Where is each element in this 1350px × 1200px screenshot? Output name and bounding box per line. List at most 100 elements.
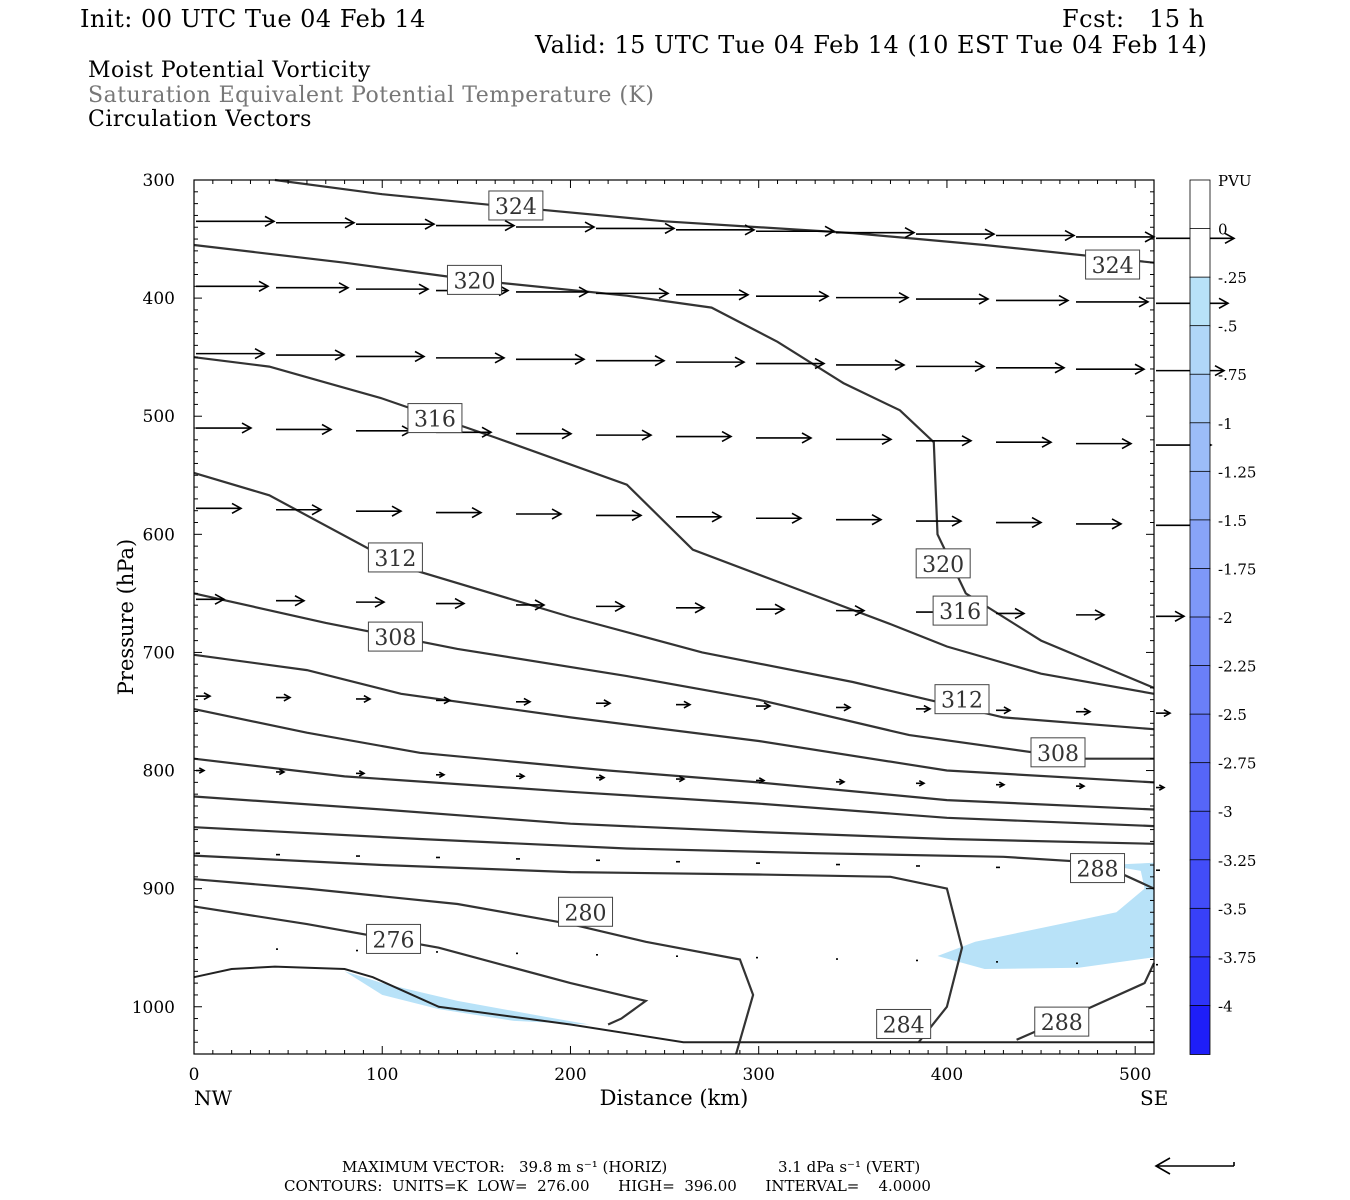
contour-label-text: 316 (414, 408, 456, 433)
contour-320-1 (193, 243, 1155, 689)
y-tick-label: 500 (143, 407, 175, 427)
pv-shading (344, 862, 1154, 1025)
vector-arrow (356, 283, 430, 295)
colorbar-label: 0 (1218, 221, 1228, 239)
contour-label: 320 (446, 264, 502, 295)
vector-arrow (1076, 363, 1146, 375)
x-tick-label: 300 (742, 1065, 774, 1085)
vector-arrow (836, 433, 893, 446)
colorbar-label: -.25 (1218, 269, 1247, 287)
contour-label-text: 288 (1077, 858, 1119, 883)
contour-label: 324 (1085, 249, 1141, 280)
contour-280-11 (193, 878, 755, 1055)
vector-arrow (596, 429, 653, 441)
contour-label: 308 (367, 621, 423, 652)
vector-arrow (196, 215, 276, 227)
vector-arrow (356, 350, 426, 363)
vector-arrow (916, 228, 996, 240)
colorbar-label: -1.25 (1218, 463, 1256, 481)
vector-arrow (596, 600, 626, 613)
vector-arrow (756, 603, 786, 615)
contour-label-text: 316 (939, 600, 981, 625)
colorbar-swatch (1189, 762, 1211, 813)
x-tick-label: 100 (366, 1065, 398, 1085)
contour-316-2 (193, 356, 1155, 695)
contour-label-text: 324 (1092, 254, 1134, 279)
x-left-endpoint: NW (194, 1086, 233, 1110)
colorbar: 0 -.25 -.5 -.75 -1 -1.25 -1.5 -1.75 -2 -2.25 -2.5 -… (1189, 179, 1256, 1055)
vector-arrow (516, 772, 526, 780)
vector-arrow (676, 356, 746, 368)
contour-label: 288 (1070, 853, 1126, 884)
colorbar-swatch (1189, 956, 1211, 1007)
y-tick-label: 1000 (132, 998, 175, 1018)
colorbar-label: -3.5 (1218, 900, 1247, 918)
contour-308-4 (193, 592, 1154, 760)
vector-arrow (596, 222, 676, 235)
max-vector-vert: 3.1 dPa s⁻¹ (VERT) (778, 1158, 921, 1176)
vector-arrow (1076, 707, 1092, 716)
x-tick-label: 0 (189, 1065, 200, 1085)
vector-arrow (276, 349, 346, 361)
vector-arrow (916, 435, 973, 447)
vector-arrow (276, 693, 292, 702)
contour-label: 312 (367, 542, 423, 573)
colorbar-swatch (1189, 422, 1211, 473)
vector-arrow (1156, 709, 1172, 718)
circulation-vectors (196, 215, 1236, 966)
vector-arrow (356, 505, 403, 517)
colorbar-label: -1.5 (1218, 512, 1247, 530)
colorbar-swatch (1189, 519, 1211, 570)
vector-arrow (436, 597, 466, 610)
contour-label: 284 (876, 1008, 932, 1039)
vector-arrow (436, 506, 483, 519)
axes: 0 100 200 300 400 500 300 400 500 600 700 800 900 100… (132, 171, 1154, 1085)
vector-arrow (836, 227, 916, 239)
colorbar-swatch (1189, 1005, 1211, 1055)
vector-arrow (196, 502, 243, 514)
vector-arrow (516, 697, 532, 706)
contour-312-3 (193, 471, 1155, 731)
y-axis-label: Pressure (hPa) (114, 539, 138, 695)
colorbar-label: -3 (1218, 803, 1233, 821)
vector-arrow (916, 779, 926, 787)
vector-arrow (596, 774, 606, 781)
y-tick-label: 400 (143, 289, 175, 309)
forecast-hour: Fcst: 15 h (1062, 5, 1205, 33)
vector-arrow (196, 593, 226, 605)
contour-label-text: 280 (565, 901, 607, 926)
vector-arrow (516, 353, 586, 365)
x-right-endpoint: SE (1140, 1086, 1168, 1110)
vector-arrow (676, 289, 750, 301)
colorbar-label: -.75 (1218, 366, 1247, 384)
vector-arrow (836, 514, 883, 526)
vector-arrow (996, 607, 1026, 620)
vector-arrow (756, 512, 803, 524)
vector-arrow (836, 604, 866, 617)
max-vector-label: MAXIMUM VECTOR: (342, 1158, 505, 1176)
contour-label-text: 324 (495, 195, 537, 220)
vector-arrow (996, 781, 1006, 789)
vector-arrow (836, 359, 906, 371)
vector-arrow (276, 282, 350, 294)
vector-arrow (1076, 437, 1133, 450)
x-tick-label: 400 (931, 1065, 963, 1085)
vector-arrow (196, 347, 266, 360)
vector-arrow (916, 515, 963, 527)
pv-shaded-region-0 (937, 862, 1154, 969)
contour-label-text: 288 (1041, 1011, 1083, 1036)
vector-arrow (356, 218, 436, 230)
vector-arrow (1076, 296, 1150, 308)
vector-arrow (596, 509, 643, 522)
colorbar-swatch (1189, 276, 1211, 327)
colorbar-unit: PVU (1218, 172, 1252, 190)
colorbar-label: -.5 (1218, 318, 1237, 336)
vector-arrow (276, 423, 333, 436)
vector-arrow (756, 777, 766, 784)
colorbar-swatch (1189, 907, 1211, 958)
vector-arrow (596, 355, 666, 367)
contour-296-7 (193, 757, 1155, 828)
colorbar-swatch (1189, 810, 1211, 861)
vector-arrow (676, 224, 756, 236)
